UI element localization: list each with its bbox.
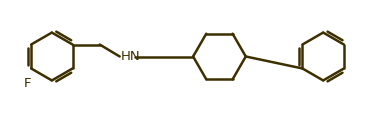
Text: F: F (23, 76, 31, 89)
Text: HN: HN (120, 49, 140, 62)
